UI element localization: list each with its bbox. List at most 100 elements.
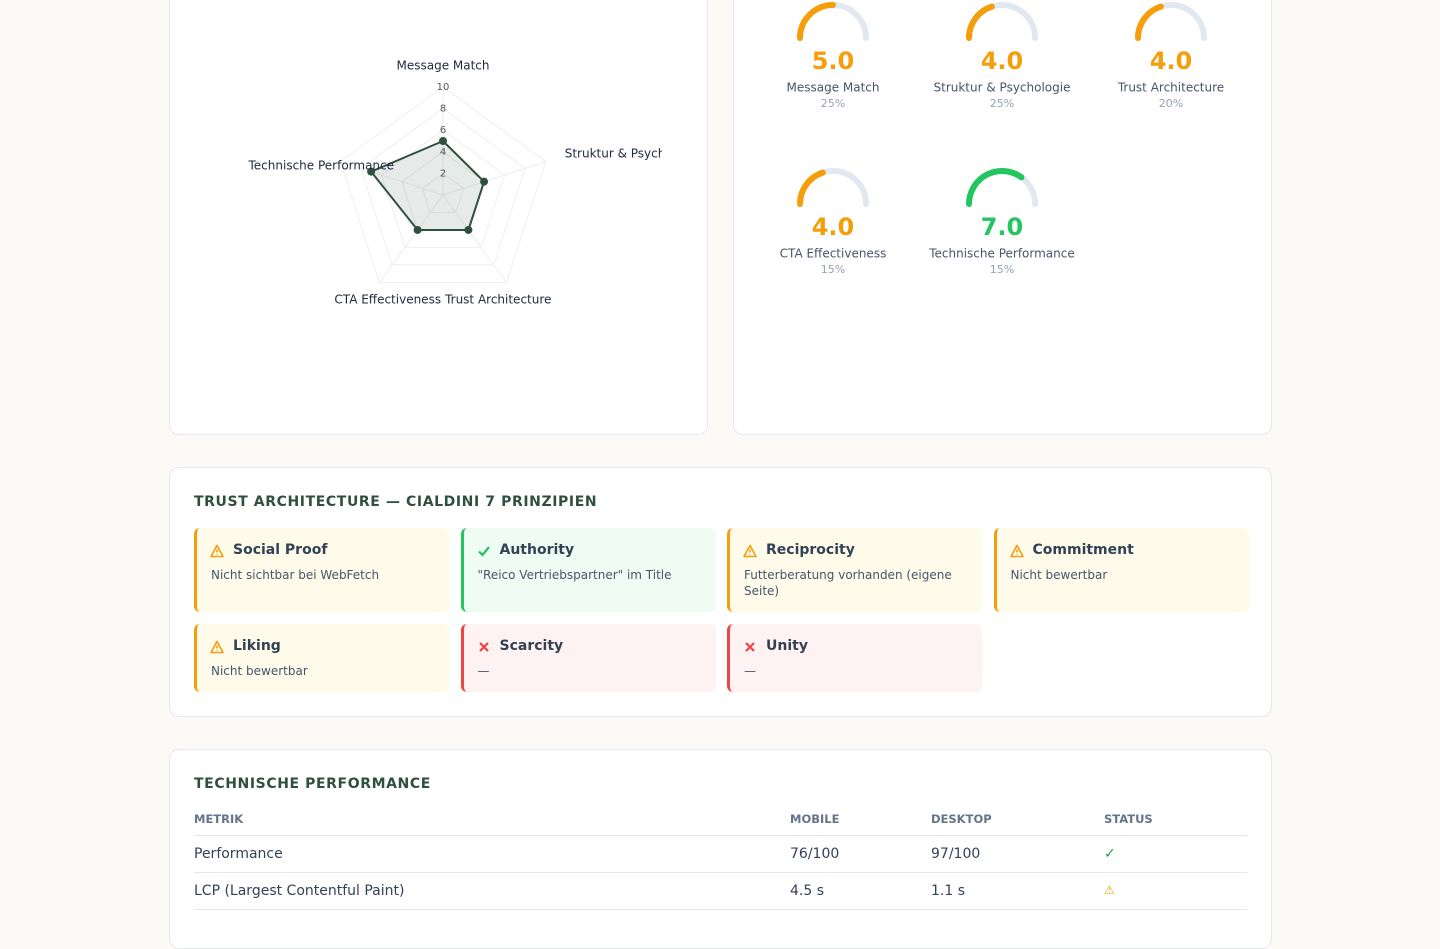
gauge-track xyxy=(797,168,869,207)
card-text: Nicht bewertbar xyxy=(1010,568,1108,582)
row-line xyxy=(194,909,1247,910)
trust-card: Social Proof Nicht sichtbar bei WebFetch xyxy=(194,528,449,612)
gauge-track xyxy=(797,2,869,41)
radar-area xyxy=(369,139,486,231)
radar-label: Trust Architecture xyxy=(444,293,551,307)
gauge-name: CTA Effectiveness xyxy=(780,247,887,261)
status-icon xyxy=(1009,544,1024,558)
table-header: STATUS xyxy=(1104,812,1153,826)
spoke xyxy=(379,194,444,283)
card-name: Reciprocity xyxy=(766,542,855,558)
gauge-arc xyxy=(797,169,826,207)
card-text: — xyxy=(744,664,756,678)
table-cell: ✓ xyxy=(1104,846,1116,862)
radar-point xyxy=(367,167,376,176)
gauge-value: 4.0 xyxy=(981,47,1024,75)
card-text: Nicht sichtbar bei WebFetch xyxy=(211,568,380,582)
trust-card: Authority "Reico Vertriebspartner" im Tit… xyxy=(460,528,716,612)
spoke xyxy=(442,161,546,196)
section-title: TRUST ARCHITECTURE — CIALDINI 7 PRINZIPI… xyxy=(194,494,598,510)
tech-card: TECHNISCHE PERFORMANCE METRIK MOBILE DESKT… xyxy=(169,749,1272,949)
row-line xyxy=(194,835,1247,836)
radar-chart: 2 4 6 8 10 Message Match Struktur & Psychologi… xyxy=(248,59,662,307)
table-cell: Performance xyxy=(194,846,283,862)
gauge-name: Message Match xyxy=(786,81,879,95)
radar-label: Technische Performance xyxy=(248,158,395,172)
table-header: METRIK xyxy=(194,812,244,826)
radar-point xyxy=(439,137,447,145)
card-text: Nicht bewertbar xyxy=(211,664,308,678)
page: 2 4 6 8 10 Message Match Struktur & Psychologi… xyxy=(169,0,1272,949)
grid-ring xyxy=(360,107,526,266)
row-line xyxy=(194,872,1247,873)
card-text: Futterberatung vorhanden (eigene Seite) xyxy=(744,568,952,598)
radar-label: CTA Effectiveness xyxy=(334,293,441,307)
gauge-weight: 20% xyxy=(1159,97,1183,110)
radar-point xyxy=(413,225,422,234)
icon-shape xyxy=(210,640,224,654)
status-icon xyxy=(745,642,755,652)
gauge-value: 4.0 xyxy=(1150,47,1193,75)
gauge-weight: 15% xyxy=(821,263,845,276)
gauge-name: Technische Performance xyxy=(928,247,1075,261)
gauge-weight: 25% xyxy=(821,97,845,110)
gauge-weight: 15% xyxy=(990,263,1014,276)
radar-label: Message Match xyxy=(396,59,489,73)
gauge-name: Trust Architecture xyxy=(1117,81,1224,95)
card-name: Authority xyxy=(499,542,575,558)
trust-card: Scarcity — xyxy=(460,624,716,692)
trust-card: Commitment Nicht bewertbar xyxy=(993,528,1249,612)
status-icon xyxy=(478,642,489,652)
table-header: DESKTOP xyxy=(931,812,992,826)
r-tick-label: 4 xyxy=(440,147,446,158)
table-cell: LCP (Largest Contentful Paint) xyxy=(194,883,405,899)
gauge-value: 4.0 xyxy=(812,213,855,241)
table-header: MOBILE xyxy=(790,812,840,826)
icon-shape xyxy=(743,544,757,558)
table-cell: ⚠ xyxy=(1104,883,1115,897)
card-name: Liking xyxy=(233,638,281,654)
status-icon xyxy=(210,544,224,558)
status-icon xyxy=(477,546,490,557)
trust-card: Liking Nicht bewertbar xyxy=(194,624,449,692)
gauge-name: Struktur & Psychologie xyxy=(934,81,1071,95)
card-name: Commitment xyxy=(1032,542,1134,558)
trust-card: TRUST ARCHITECTURE — CIALDINI 7 PRINZIPI… xyxy=(169,467,1272,717)
gauge-track xyxy=(966,2,1038,41)
card-name: Unity xyxy=(766,638,808,654)
card-text: — xyxy=(477,664,490,678)
trust-card: Reciprocity Futterberatung vorhanden (eig… xyxy=(727,528,982,612)
grid-ring xyxy=(380,129,506,248)
table-cell: 4.5 s xyxy=(790,883,825,899)
radar-point xyxy=(464,225,473,234)
card-name: Scarcity xyxy=(499,638,564,654)
icon-shape xyxy=(745,642,755,652)
radar-label: Struktur & Psychologie xyxy=(565,146,662,160)
grid-ring xyxy=(339,86,547,283)
card-name: Social Proof xyxy=(233,542,328,558)
table-cell: 97/100 xyxy=(931,846,981,862)
gauge-weight: 25% xyxy=(990,97,1014,110)
icon-shape xyxy=(1009,544,1024,558)
gauge-arc xyxy=(966,168,1025,207)
gauge-track xyxy=(966,168,1038,207)
table-cell: 1.1 s xyxy=(931,883,966,899)
gauge-card xyxy=(733,0,1272,435)
r-tick-label: 2 xyxy=(440,168,446,179)
gauge-track xyxy=(1135,2,1207,41)
gauge-value: 5.0 xyxy=(812,47,855,75)
spoke xyxy=(340,161,444,196)
gauge-arc xyxy=(797,2,836,41)
radar-card xyxy=(169,0,708,435)
status-icon xyxy=(210,640,224,654)
spoke xyxy=(442,194,507,283)
gauge-arc xyxy=(966,3,995,41)
r-tick-label: 6 xyxy=(440,125,446,136)
r-tick-label: 8 xyxy=(440,104,446,115)
gauges: 5.0 Message Match 25% 4.0 Struktur & Psychol… xyxy=(780,2,1224,276)
gauge-arc xyxy=(1135,3,1164,41)
icon-shape xyxy=(477,546,490,557)
card-text: "Reico Vertriebspartner" im Title xyxy=(477,568,672,582)
icon-shape xyxy=(210,544,224,558)
grid-ring xyxy=(421,172,465,213)
